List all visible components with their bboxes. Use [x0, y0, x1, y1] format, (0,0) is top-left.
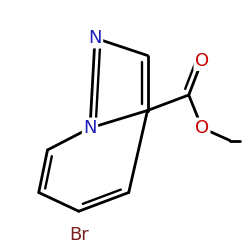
Text: O: O: [195, 119, 209, 137]
Text: N: N: [83, 119, 97, 137]
Text: Br: Br: [69, 226, 88, 244]
Text: N: N: [88, 29, 102, 47]
Text: O: O: [195, 52, 209, 70]
